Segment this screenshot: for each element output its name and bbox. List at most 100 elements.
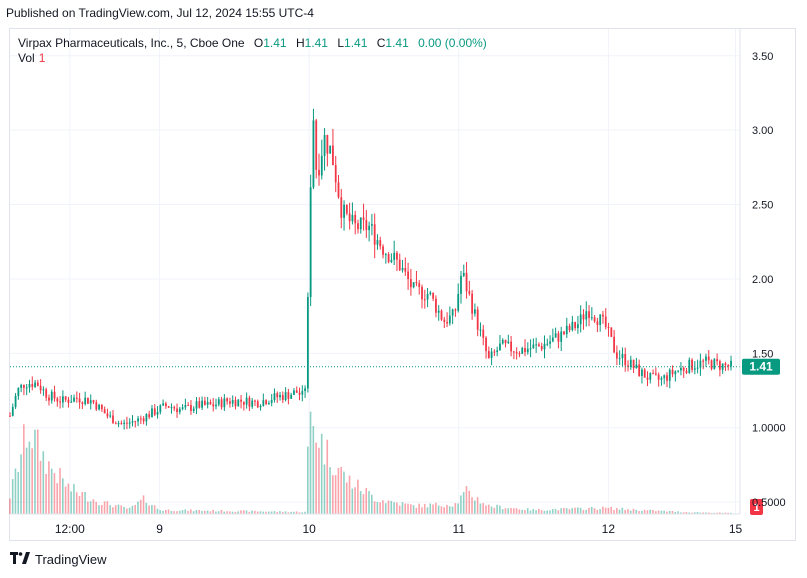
volume-bar [323, 464, 326, 514]
volume-bar [518, 509, 521, 514]
volume-bar [384, 503, 387, 514]
volume-bar [139, 499, 142, 514]
chart-frame [9, 28, 796, 541]
candle-body [240, 399, 242, 402]
candle-body [223, 398, 226, 408]
candle-body [440, 310, 443, 320]
candle-body [654, 373, 657, 375]
volume-bar [507, 508, 510, 514]
volume-bar [92, 499, 95, 514]
x-tick-label: 11 [453, 522, 466, 536]
volume-bar [226, 511, 228, 514]
volume-bar [245, 510, 248, 514]
volume-bar [437, 505, 440, 514]
volume-bar [75, 492, 78, 514]
volume-bar [206, 510, 209, 514]
candle-body [699, 360, 702, 368]
volume-bar [685, 512, 688, 514]
last-price-label: 1.41 [749, 360, 773, 374]
candle-body [490, 351, 493, 358]
candle-body [206, 402, 209, 405]
volume-bar [195, 510, 198, 514]
volume-bar [382, 500, 384, 514]
volume-bar [376, 502, 379, 514]
volume-bar [510, 507, 512, 514]
candle-body [345, 204, 348, 214]
candle-body [641, 369, 643, 376]
candle-body [287, 392, 290, 399]
volume-value: 1 [38, 51, 46, 65]
volume-bar [301, 512, 304, 514]
volume-bar [560, 508, 562, 514]
candle-body [577, 324, 579, 329]
candle-body [621, 353, 624, 359]
volume-bar [190, 509, 192, 514]
candle-body [613, 336, 616, 353]
volume-bar [418, 503, 420, 514]
tradingview-logo-icon [10, 551, 30, 567]
volume-bar [532, 509, 535, 514]
volume-bar [120, 505, 123, 514]
candle-body [627, 365, 629, 367]
volume-legend: Vol 1 [18, 51, 45, 65]
open-label: O [253, 36, 264, 50]
candle-body [401, 267, 404, 271]
last-volume-badge [750, 499, 763, 515]
candle-body [212, 404, 215, 407]
volume-bar [482, 503, 484, 514]
candle-body [256, 401, 259, 408]
volume-bar [429, 503, 432, 514]
candle-body [198, 401, 201, 408]
volume-bar [281, 512, 284, 514]
candle-body [142, 418, 145, 422]
volume-bar [396, 502, 398, 514]
candle-body [551, 337, 554, 342]
candle-body [164, 403, 167, 407]
candle-body [298, 392, 301, 395]
volume-bar [284, 511, 287, 514]
volume-bar [607, 507, 610, 514]
volume-bar [81, 492, 84, 514]
candle-body [421, 287, 423, 300]
volume-bar [718, 512, 721, 514]
volume-bar [348, 475, 351, 514]
candle-body [688, 359, 691, 373]
volume-bar [192, 511, 195, 514]
volume-bar [61, 478, 64, 514]
volume-bar [721, 512, 724, 514]
candle-body [318, 169, 320, 176]
volume-bar [89, 501, 92, 514]
candle-body [220, 399, 223, 408]
candle-body [446, 321, 448, 324]
volume-bar [485, 505, 487, 514]
candle-body [209, 402, 212, 405]
volume-bar [457, 503, 459, 514]
candle-body [685, 370, 688, 373]
volume-bar [468, 490, 471, 514]
candle-body [195, 401, 198, 409]
volume-bar [554, 509, 557, 514]
volume-bar [42, 451, 45, 514]
volume-bar [359, 491, 362, 514]
volume-bar [14, 468, 17, 514]
volume-bar [666, 511, 668, 514]
candle-body [512, 351, 515, 353]
candle-body [702, 360, 705, 362]
candle-body [28, 384, 31, 388]
candle-body [404, 267, 407, 272]
symbol-title[interactable]: Virpax Pharmaceuticals, Inc., 5, Cboe On… [18, 36, 245, 50]
x-tick-label: 15 [729, 522, 743, 536]
candle-body [724, 363, 727, 365]
volume-bar [599, 509, 601, 514]
volume-label[interactable]: Vol [18, 51, 35, 65]
volume-bar [100, 505, 103, 514]
candle-body [432, 292, 435, 299]
grid-lines [10, 29, 740, 514]
x-tick-label: 12:00 [55, 522, 85, 536]
volume-bar [476, 497, 479, 514]
candle-body [465, 272, 468, 292]
volume-bar [529, 510, 532, 514]
candle-body [599, 314, 602, 325]
volume-bar [167, 509, 170, 514]
